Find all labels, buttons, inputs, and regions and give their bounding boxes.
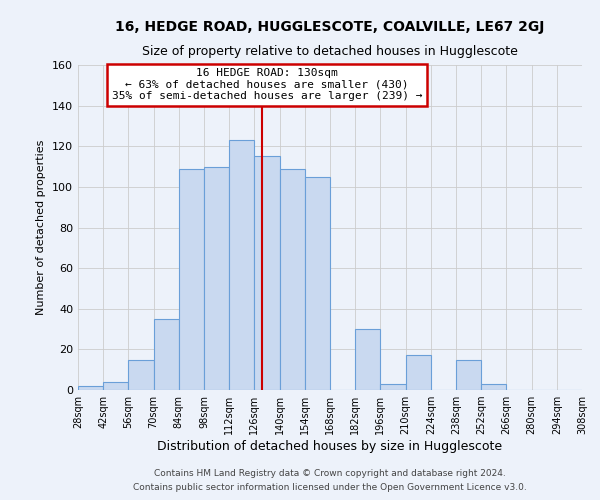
Bar — [128, 360, 154, 390]
Bar — [78, 386, 103, 390]
Bar — [406, 356, 431, 390]
Text: 16 HEDGE ROAD: 130sqm
← 63% of detached houses are smaller (430)
35% of semi-det: 16 HEDGE ROAD: 130sqm ← 63% of detached … — [112, 68, 422, 102]
Text: 16, HEDGE ROAD, HUGGLESCOTE, COALVILLE, LE67 2GJ: 16, HEDGE ROAD, HUGGLESCOTE, COALVILLE, … — [115, 20, 545, 34]
Bar — [456, 360, 481, 390]
Y-axis label: Number of detached properties: Number of detached properties — [37, 140, 46, 315]
Bar — [355, 329, 380, 390]
Bar — [103, 382, 128, 390]
Bar — [305, 176, 330, 390]
Bar — [481, 384, 506, 390]
Text: Contains HM Land Registry data © Crown copyright and database right 2024.: Contains HM Land Registry data © Crown c… — [154, 468, 506, 477]
X-axis label: Distribution of detached houses by size in Hugglescote: Distribution of detached houses by size … — [157, 440, 503, 453]
Text: Size of property relative to detached houses in Hugglescote: Size of property relative to detached ho… — [142, 45, 518, 58]
Bar — [179, 168, 204, 390]
Bar — [280, 168, 305, 390]
Bar — [229, 140, 254, 390]
Bar — [154, 319, 179, 390]
Bar — [380, 384, 406, 390]
Text: Contains public sector information licensed under the Open Government Licence v3: Contains public sector information licen… — [133, 484, 527, 492]
Bar — [254, 156, 280, 390]
Bar — [204, 166, 229, 390]
